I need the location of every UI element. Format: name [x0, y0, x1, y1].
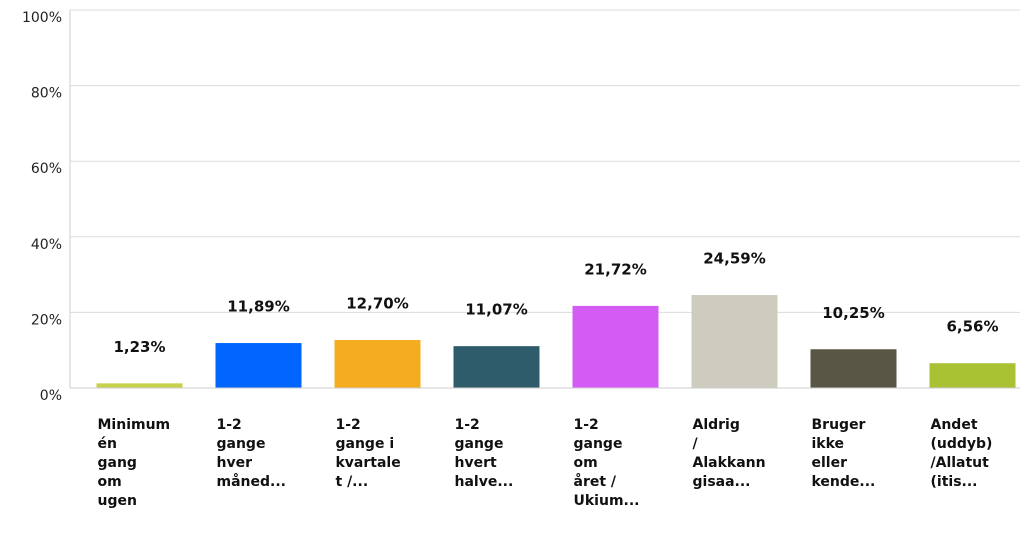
x-tick-label: Minimum: [98, 417, 171, 433]
x-tick-label: gange i: [336, 436, 395, 452]
x-tick-label: om: [98, 474, 122, 490]
y-tick-label: 40%: [31, 237, 62, 253]
bar: [810, 349, 897, 388]
x-tick-label: gisaa...: [693, 474, 751, 490]
x-tick-label: eller: [812, 455, 848, 471]
x-tick-label: 1-2: [336, 417, 361, 433]
x-tick-label: Alakkann: [693, 455, 766, 471]
x-tick-label: én: [98, 436, 117, 452]
value-label: 6,56%: [946, 318, 998, 336]
x-tick-label: kvartale: [336, 455, 401, 471]
value-label: 11,89%: [227, 298, 289, 316]
x-tick-label: /: [693, 436, 699, 452]
x-tick-label: gange: [217, 436, 266, 452]
value-label: 21,72%: [584, 260, 646, 278]
x-tick-label: 1-2: [217, 417, 242, 433]
bar: [453, 346, 540, 388]
y-tick-label: 60%: [31, 161, 62, 177]
x-tick-label: 1-2: [455, 417, 480, 433]
value-label: 24,59%: [703, 250, 765, 268]
x-tick-label: gang: [98, 455, 137, 471]
x-tick-label: Aldrig: [693, 417, 740, 433]
x-tick-label: (uddyb): [931, 436, 993, 452]
y-tick-label: 100%: [22, 10, 62, 26]
x-tick-label: hver: [217, 455, 253, 471]
x-tick-label: gange: [574, 436, 623, 452]
x-tick-label: ikke: [812, 436, 845, 452]
bar: [215, 343, 302, 388]
bar: [334, 339, 421, 388]
x-tick-label: kende...: [812, 474, 876, 490]
bar: [691, 295, 778, 388]
y-tick-label: 0%: [40, 388, 62, 404]
x-tick-label: året /: [574, 473, 617, 490]
x-tick-label: 1-2: [574, 417, 599, 433]
y-tick-label: 80%: [31, 86, 62, 102]
x-tick-label: om: [574, 455, 598, 471]
bar: [96, 383, 183, 388]
x-tick-label: Bruger: [812, 417, 866, 433]
x-tick-label: halve...: [455, 474, 514, 490]
x-tick-label: /Allatut: [931, 455, 990, 471]
x-tick-label: t /...: [336, 474, 369, 490]
bar: [572, 305, 659, 388]
value-label: 11,07%: [465, 301, 527, 319]
bar: [929, 363, 1016, 388]
value-label: 1,23%: [113, 338, 165, 356]
x-tick-label: gange: [455, 436, 504, 452]
value-label: 10,25%: [822, 304, 884, 322]
value-label: 12,70%: [346, 294, 408, 312]
x-tick-label: måned...: [217, 473, 286, 490]
y-tick-label: 20%: [31, 312, 62, 328]
x-tick-label: (itis...: [931, 474, 978, 490]
x-tick-label: hvert: [455, 455, 497, 471]
x-tick-label: ugen: [98, 493, 137, 509]
x-tick-label: Ukium...: [574, 493, 640, 509]
x-tick-label: Andet: [931, 417, 978, 433]
